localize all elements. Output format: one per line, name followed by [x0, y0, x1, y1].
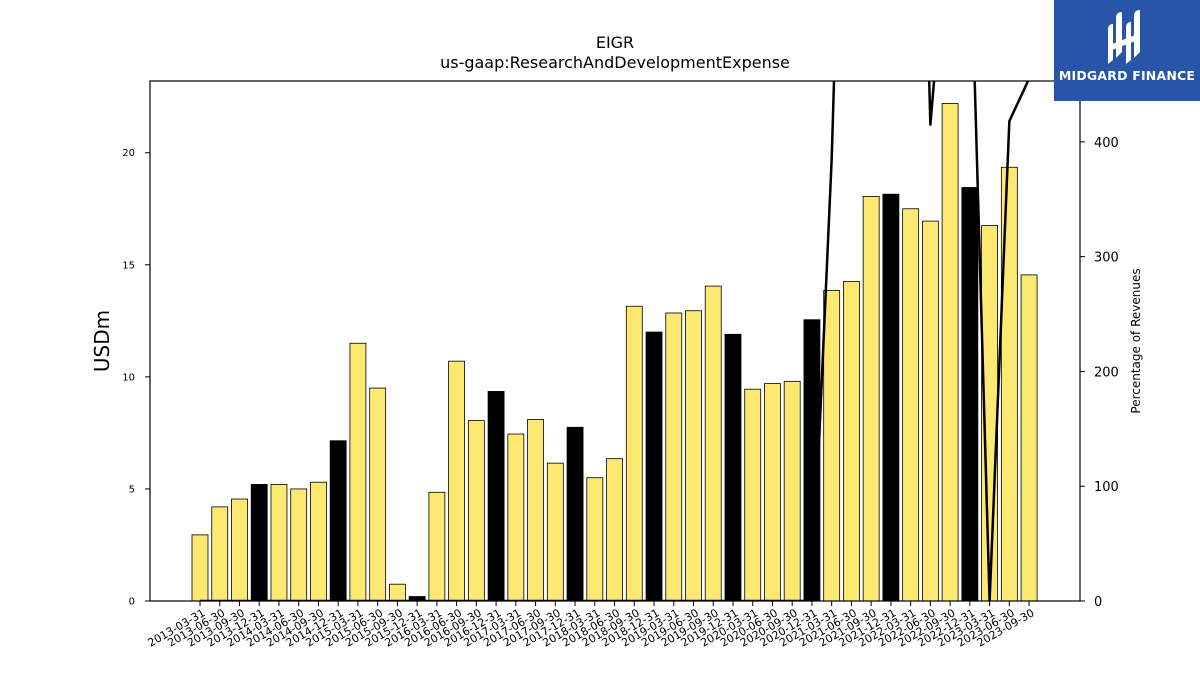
bar-2017-09-30 — [546, 462, 564, 602]
bar-2022-09-30 — [941, 103, 959, 602]
bar-2013-09-30 — [231, 498, 248, 602]
bar-2014-06-30 — [290, 488, 308, 602]
bar-2016-12-31 — [487, 391, 505, 602]
y-axis-label: USDm — [90, 310, 114, 372]
bar-2017-03-31 — [507, 433, 525, 602]
bar-2018-09-30 — [625, 305, 643, 602]
chart-subtitle: us-gaap:ResearchAndDevelopmentExpense — [440, 53, 790, 72]
y2-tick-label: 300 — [1094, 251, 1119, 266]
bar-2021-03-31 — [823, 290, 841, 602]
bar-2015-09-30 — [388, 583, 406, 602]
bar-2016-09-30 — [467, 420, 485, 602]
bar-2013-03-31 — [191, 534, 209, 602]
bar-2020-09-30 — [783, 380, 801, 602]
bar-2016-03-31 — [428, 491, 446, 602]
bar-2018-06-30 — [606, 458, 623, 602]
bar-2014-12-31 — [329, 440, 347, 602]
y-tick-label: 5 — [129, 484, 135, 495]
bar-2018-12-31 — [645, 331, 663, 602]
bar-2015-03-31 — [349, 342, 367, 602]
bar-2014-09-30 — [310, 481, 327, 602]
y2-axis-label: Percentage of Revenues — [1129, 268, 1143, 413]
chart-title: EIGR — [595, 33, 635, 52]
bar-2019-06-30 — [685, 310, 702, 602]
bar-2021-09-30 — [862, 196, 880, 602]
midgard-finance-logo: MIDGARD FINANCE — [1054, 0, 1200, 101]
bar-2019-09-30 — [704, 285, 722, 602]
y-tick-label: 0 — [129, 597, 135, 608]
y-tick-label: 15 — [122, 260, 135, 271]
bar-2016-06-30 — [448, 360, 466, 602]
bar-2021-12-31 — [882, 193, 900, 602]
bar-2013-06-30 — [211, 506, 229, 602]
y-tick-label: 20 — [122, 148, 135, 159]
y2-tick-label: 400 — [1094, 136, 1119, 151]
y-axis-left: 0 5 10 15 20 — [122, 148, 150, 608]
bar-2013-12-31 — [250, 484, 268, 602]
bar-2022-06-30 — [921, 220, 939, 602]
bar-series — [191, 103, 1038, 602]
bar-2020-06-30 — [764, 383, 781, 602]
bar-2022-03-31 — [902, 208, 920, 602]
bar-2020-03-31 — [744, 388, 762, 602]
bar-2019-03-31 — [665, 312, 683, 602]
y2-tick-label: 200 — [1094, 365, 1119, 380]
bar-2017-06-30 — [527, 419, 544, 602]
y-axis-right: 0 100 200 300 400 — [1080, 136, 1119, 610]
bar-2015-06-30 — [369, 387, 387, 602]
bar-2017-12-31 — [566, 426, 584, 602]
midgard-logo-icon — [1108, 10, 1140, 64]
bar-2014-03-31 — [270, 484, 288, 602]
bar-2021-06-30 — [843, 281, 860, 602]
y2-tick-label: 100 — [1094, 480, 1119, 495]
bar-2022-12-31 — [961, 187, 979, 602]
y2-tick-label: 0 — [1094, 595, 1102, 610]
bar-2019-12-31 — [724, 333, 742, 602]
y-tick-label: 10 — [122, 372, 135, 383]
x-axis: 2013-03-312013-06-302013-09-302013-12-31… — [146, 601, 1037, 650]
bar-2018-03-31 — [586, 477, 604, 602]
bar-2023-09-30 — [1020, 274, 1038, 602]
logo-text: MIDGARD FINANCE — [1058, 68, 1196, 83]
